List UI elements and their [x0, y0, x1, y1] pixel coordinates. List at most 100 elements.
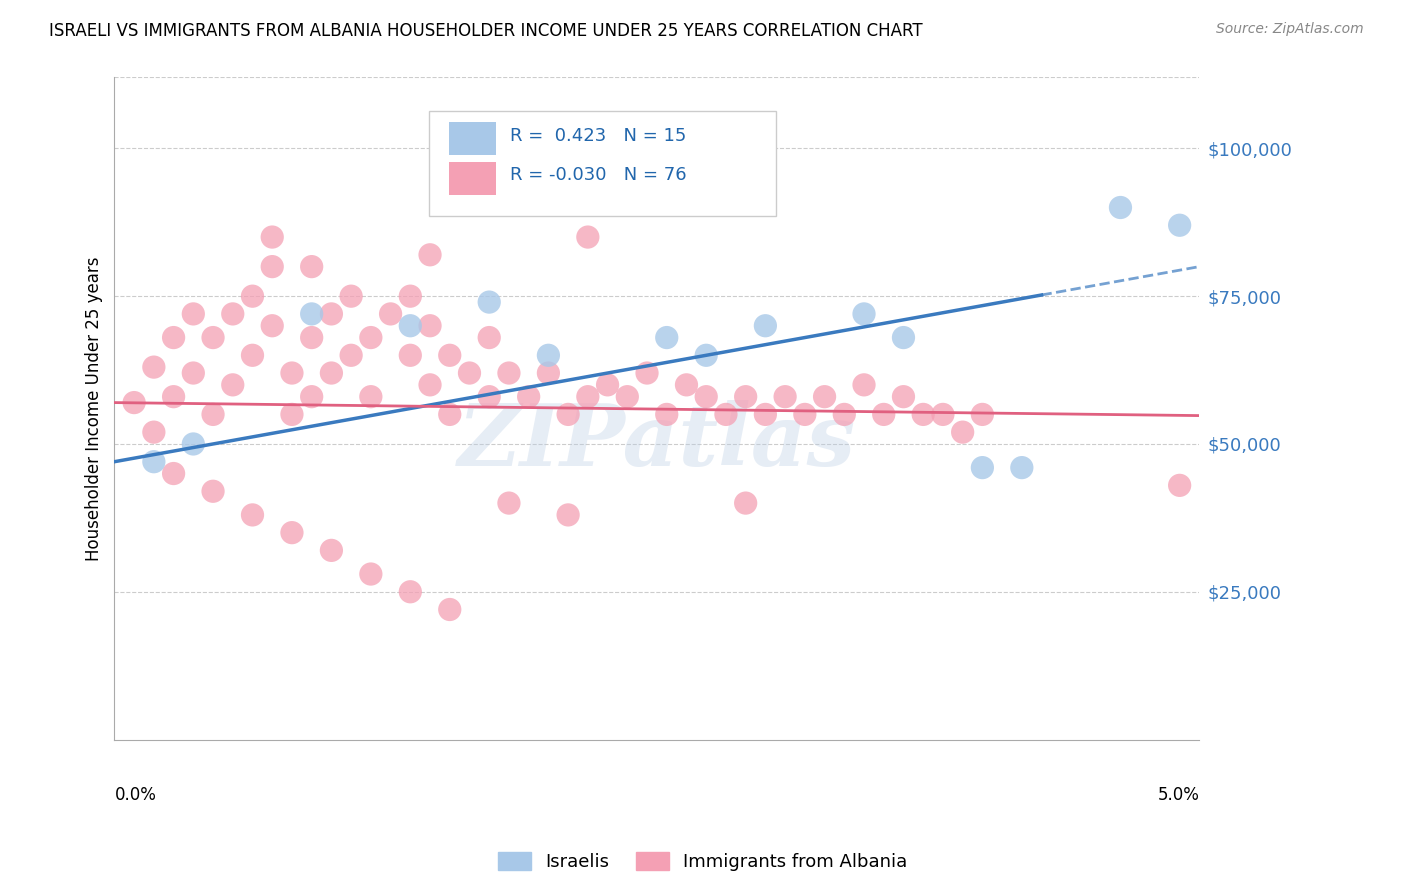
- Point: [399, 348, 422, 362]
- Point: [202, 484, 225, 499]
- Point: [576, 390, 599, 404]
- Point: [399, 318, 422, 333]
- Point: [754, 318, 776, 333]
- Point: [813, 390, 835, 404]
- Point: [399, 584, 422, 599]
- Text: 0.0%: 0.0%: [114, 786, 156, 804]
- Point: [142, 425, 165, 439]
- Point: [695, 348, 717, 362]
- Y-axis label: Householder Income Under 25 years: Householder Income Under 25 years: [86, 256, 103, 561]
- Point: [1011, 460, 1033, 475]
- Point: [360, 330, 382, 344]
- Point: [360, 390, 382, 404]
- Point: [262, 230, 284, 244]
- Point: [478, 295, 501, 310]
- Point: [952, 425, 974, 439]
- Point: [419, 377, 441, 392]
- Point: [419, 248, 441, 262]
- Point: [122, 395, 145, 409]
- Point: [281, 366, 304, 380]
- Text: ISRAELI VS IMMIGRANTS FROM ALBANIA HOUSEHOLDER INCOME UNDER 25 YEARS CORRELATION: ISRAELI VS IMMIGRANTS FROM ALBANIA HOUSE…: [49, 22, 922, 40]
- Point: [932, 408, 955, 422]
- Point: [262, 260, 284, 274]
- Point: [222, 377, 245, 392]
- Point: [972, 408, 994, 422]
- Point: [162, 467, 184, 481]
- Text: R = -0.030   N = 76: R = -0.030 N = 76: [510, 167, 688, 185]
- Point: [162, 330, 184, 344]
- Point: [893, 330, 915, 344]
- Text: ZIPatlas: ZIPatlas: [458, 400, 856, 483]
- Point: [478, 390, 501, 404]
- Point: [675, 377, 697, 392]
- Point: [419, 318, 441, 333]
- Point: [972, 460, 994, 475]
- Point: [301, 390, 323, 404]
- Point: [458, 366, 481, 380]
- Point: [281, 525, 304, 540]
- Point: [793, 408, 815, 422]
- Point: [281, 408, 304, 422]
- Point: [142, 455, 165, 469]
- Point: [1168, 219, 1191, 233]
- Point: [576, 230, 599, 244]
- Point: [498, 496, 520, 510]
- Point: [301, 260, 323, 274]
- Point: [162, 390, 184, 404]
- Point: [380, 307, 402, 321]
- Point: [557, 508, 579, 522]
- Point: [439, 408, 461, 422]
- Text: 5.0%: 5.0%: [1157, 786, 1199, 804]
- Point: [399, 289, 422, 303]
- Point: [202, 330, 225, 344]
- Point: [360, 567, 382, 582]
- Point: [773, 390, 796, 404]
- Point: [714, 408, 737, 422]
- Point: [242, 508, 264, 522]
- Point: [181, 437, 204, 451]
- Point: [1168, 478, 1191, 492]
- Point: [301, 330, 323, 344]
- Point: [517, 390, 540, 404]
- Point: [832, 408, 855, 422]
- Point: [439, 348, 461, 362]
- Point: [537, 348, 560, 362]
- FancyBboxPatch shape: [429, 111, 776, 217]
- Point: [498, 366, 520, 380]
- Point: [242, 348, 264, 362]
- Point: [754, 408, 776, 422]
- Point: [222, 307, 245, 321]
- Point: [301, 307, 323, 321]
- Point: [262, 318, 284, 333]
- Point: [181, 307, 204, 321]
- Point: [873, 408, 896, 422]
- Point: [1109, 201, 1132, 215]
- Point: [734, 390, 756, 404]
- Point: [655, 408, 678, 422]
- Point: [537, 366, 560, 380]
- Point: [321, 543, 343, 558]
- Legend: Israelis, Immigrants from Albania: Israelis, Immigrants from Albania: [491, 845, 915, 879]
- Text: R =  0.423   N = 15: R = 0.423 N = 15: [510, 127, 686, 145]
- Point: [853, 307, 876, 321]
- Text: Source: ZipAtlas.com: Source: ZipAtlas.com: [1216, 22, 1364, 37]
- Point: [478, 330, 501, 344]
- Point: [142, 360, 165, 375]
- Point: [202, 408, 225, 422]
- Point: [321, 366, 343, 380]
- Point: [242, 289, 264, 303]
- FancyBboxPatch shape: [449, 162, 496, 194]
- Point: [557, 408, 579, 422]
- Point: [181, 366, 204, 380]
- Point: [596, 377, 619, 392]
- Point: [655, 330, 678, 344]
- Point: [734, 496, 756, 510]
- Point: [340, 348, 363, 362]
- Point: [912, 408, 935, 422]
- Point: [321, 307, 343, 321]
- Point: [853, 377, 876, 392]
- Point: [439, 602, 461, 616]
- FancyBboxPatch shape: [449, 122, 496, 155]
- Point: [695, 390, 717, 404]
- Point: [340, 289, 363, 303]
